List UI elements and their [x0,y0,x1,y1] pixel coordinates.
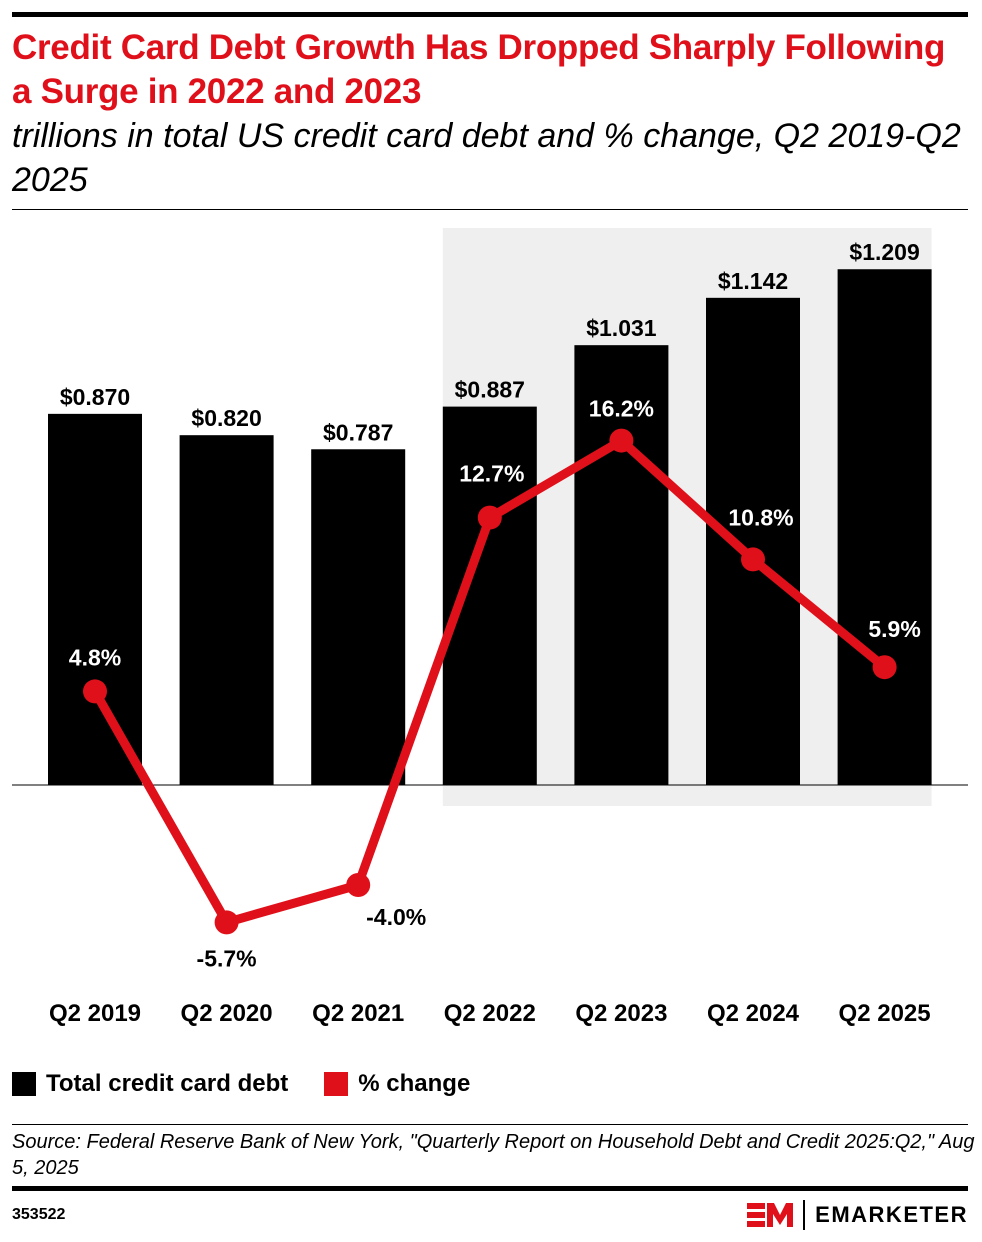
change-label-3: 12.7% [459,461,524,487]
x-tick-label-1: Q2 2020 [181,1000,273,1027]
chart-title: Credit Card Debt Growth Has Dropped Shar… [12,28,946,111]
brand-name: EMARKETER [815,1202,968,1227]
bar-4 [574,345,669,785]
bar-label-1: $0.820 [191,405,261,431]
emarketer-logo: EMARKETER [747,1200,968,1230]
bar-1 [179,435,274,785]
x-tick-label-5: Q2 2024 [707,1000,800,1027]
footer-rule [12,1186,968,1191]
bar-label-5: $1.142 [718,268,788,294]
bar-0 [48,413,142,785]
change-label-6: 5.9% [868,616,920,642]
bar-label-2: $0.787 [323,419,393,445]
x-tick-label-0: Q2 2019 [49,1000,141,1027]
x-tick-label-3: Q2 2022 [444,1000,536,1027]
bar-label-4: $1.031 [586,315,657,341]
bar-label-3: $0.887 [455,377,525,403]
legend-label-change: % change [358,1070,471,1097]
legend: Total credit card debt % change [12,1070,470,1098]
change-point-4 [609,428,634,453]
bar-label-0: $0.870 [60,384,130,410]
change-point-0 [83,679,107,704]
change-point-3 [477,505,502,530]
logo-divider [803,1200,806,1230]
change-label-4: 16.2% [589,396,654,422]
chart-id: 353522 [12,1206,66,1223]
change-label-0: 4.8% [69,644,121,670]
bar-6 [837,269,932,785]
source-note: Source: Federal Reserve Bank of New York… [12,1131,975,1179]
change-point-2 [346,873,371,897]
x-tick-label-4: Q2 2023 [575,1000,667,1027]
change-label-2: -4.0% [366,904,426,930]
change-label-5: 10.8% [728,504,793,530]
bar-2 [311,449,406,785]
em-logo-icon [747,1203,794,1227]
chart-subtitle: trillions in total US credit card debt a… [12,117,961,199]
bar-label-6: $1.209 [849,239,919,265]
change-point-5 [741,547,765,572]
bar-5 [706,297,800,785]
change-point-1 [214,910,239,935]
change-point-6 [872,655,897,680]
header-rule [12,209,968,210]
change-label-1: -5.7% [197,945,257,971]
x-tick-label-2: Q2 2021 [312,1000,404,1027]
top-rule [12,12,968,17]
legend-swatch-debt [12,1072,36,1096]
source-rule [12,1124,968,1125]
legend-label-debt: Total credit card debt [46,1070,289,1097]
x-tick-label-6: Q2 2025 [839,1000,931,1027]
legend-swatch-change [324,1072,349,1096]
